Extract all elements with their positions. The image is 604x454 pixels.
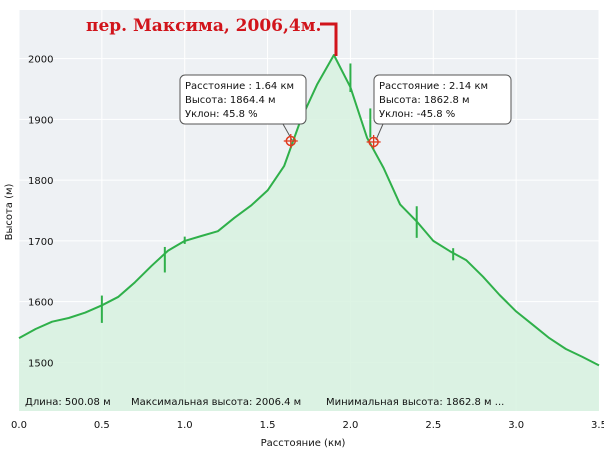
elevation-area [18,54,600,411]
footer-stats: Длина: 500.08 м Максимальная высота: 200… [25,397,504,408]
callout-1-distance: Расстояние : 1.64 км [185,81,294,92]
x-tick-label: 3.0 [508,420,524,431]
point-markers [283,133,381,149]
y-axis-title: Высота (м) [4,183,15,240]
y-tick-label: 1800 [28,176,53,187]
callout-1-box [179,74,307,125]
y-tick-label: 1700 [28,237,53,248]
x-tick-label: 2.5 [425,420,441,431]
chart-title: пер. Максима, 2006,4м. [86,16,321,36]
x-tick-label: 3.5 [591,420,604,431]
x-tick-label: 0.0 [11,420,27,431]
footer-min-height: Минимальная высота: 1862.8 м ... [326,397,504,408]
y-tick-label: 1900 [28,115,53,126]
callout-1: Расстояние : 1.64 км Высота: 1864.4 м Ук… [179,74,307,141]
x-axis-ticks: 0.0 0.5 1.0 1.5 2.0 2.5 3.0 3.5 [11,420,604,431]
callout-2-distance: Расстояние : 2.14 км [379,81,488,92]
footer-length: Длина: 500.08 м [25,397,111,408]
series-0-area [19,55,599,411]
x-tick-label: 1.5 [260,420,276,431]
callout-2-leader [375,123,384,141]
series-0-line [18,54,600,367]
y-axis-ticks: 1500 1600 1700 1800 1900 2000 [28,55,53,370]
x-tick-label: 2.0 [342,420,358,431]
title-pointer [320,22,338,56]
callout-2-height: Высота: 1862.8 м [379,95,470,106]
callout-2: Расстояние : 2.14 км Высота: 1862.8 м Ук… [373,74,512,141]
y-tick-label: 1600 [28,298,53,309]
point-marker-2 [366,134,381,149]
callout-1-slope: Уклон: 45.8 % [185,109,258,120]
x-axis-title: Расстояние (км) [261,438,346,449]
x-tick-label: 1.0 [177,420,193,431]
y-tick-label: 2000 [28,55,53,66]
callout-1-height: Высота: 1864.4 м [185,95,276,106]
point-marker-1 [283,133,298,148]
callout-2-slope: Уклон: -45.8 % [379,109,455,120]
y-tick-label: 1500 [28,358,53,369]
footer-max-height: Максимальная высота: 2006.4 м [131,397,301,408]
x-tick-label: 0.5 [94,420,110,431]
elevation-spikes [100,63,455,323]
callout-2-box [373,74,512,125]
